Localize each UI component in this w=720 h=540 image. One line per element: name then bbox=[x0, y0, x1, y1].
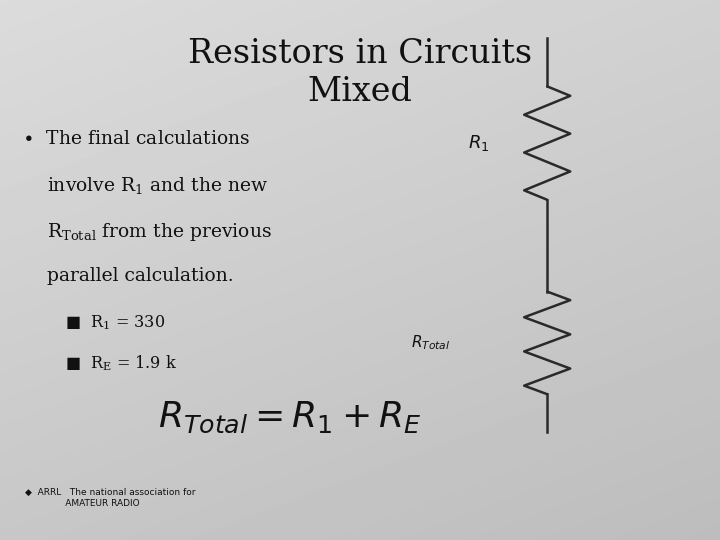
Text: $R_1$: $R_1$ bbox=[468, 133, 490, 153]
Text: $\blacksquare$  $\mathregular{R_1}$ = 330: $\blacksquare$ $\mathregular{R_1}$ = 330 bbox=[65, 313, 165, 332]
Text: $R_{Total} = R_1 + R_E$: $R_{Total} = R_1 + R_E$ bbox=[158, 400, 422, 435]
Text: $R_{Total}$: $R_{Total}$ bbox=[410, 334, 450, 352]
Text: parallel calculation.: parallel calculation. bbox=[47, 267, 233, 285]
Text: Resistors in Circuits
Mixed: Resistors in Circuits Mixed bbox=[188, 38, 532, 108]
Text: $\mathregular{R_{Total}}$ from the previous: $\mathregular{R_{Total}}$ from the previ… bbox=[47, 221, 271, 244]
Text: ◆  ARRL   The national association for
              AMATEUR RADIO: ◆ ARRL The national association for AMAT… bbox=[25, 488, 196, 508]
Text: $\bullet$  The final calculations: $\bullet$ The final calculations bbox=[22, 130, 250, 147]
Text: $\blacksquare$  $\mathregular{R_E}$ = 1.9 k: $\blacksquare$ $\mathregular{R_E}$ = 1.9… bbox=[65, 354, 177, 373]
Text: involve $\mathregular{R_1}$ and the new: involve $\mathregular{R_1}$ and the new bbox=[47, 176, 269, 197]
